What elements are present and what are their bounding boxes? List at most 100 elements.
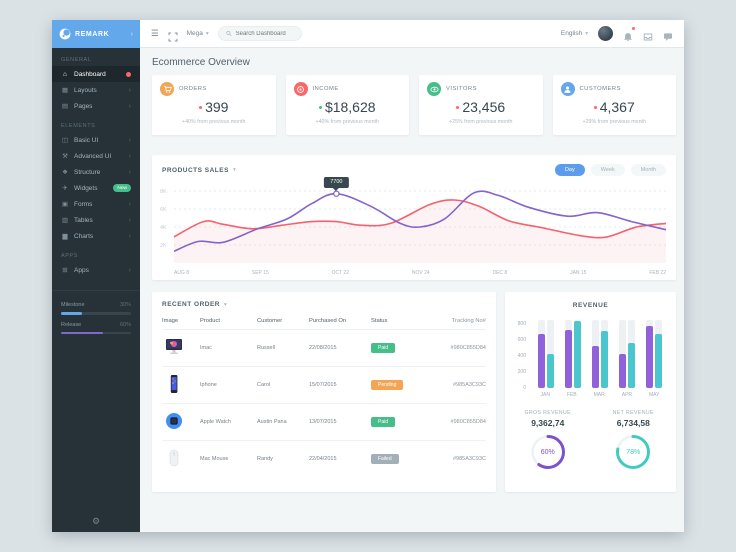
chevron-right-icon: ›: [128, 102, 131, 110]
sidebar-item-pages[interactable]: ▤ Pages ›: [52, 98, 140, 114]
stat-card-header: ORDERS: [160, 82, 268, 96]
inbox-icon[interactable]: [643, 29, 653, 40]
column-header-tracking-no-: Tracking No#: [451, 317, 486, 324]
structure-icon: ❖: [62, 169, 68, 176]
sidebar-item-apps[interactable]: ⊞ Apps ›: [52, 262, 140, 278]
chart-tooltip: 7700: [324, 176, 349, 191]
table-row[interactable]: Imac Russell 22/08/2015 Paid #980C855D84: [162, 329, 486, 366]
range-button-week[interactable]: Week: [590, 164, 625, 176]
value-dot: [456, 105, 460, 109]
summary-value: 6,734,58: [616, 418, 650, 428]
bar-gross[interactable]: [537, 333, 545, 388]
hamburger-menu-icon[interactable]: ☰: [151, 28, 159, 38]
chevron-down-icon: ▾: [585, 30, 588, 37]
cell-status: Failed: [371, 454, 421, 464]
brand-logo[interactable]: REMARK ›: [52, 20, 140, 48]
chevron-down-icon[interactable]: ▾: [224, 301, 227, 308]
x-axis-tick: OCT 22: [331, 270, 349, 276]
bar-net[interactable]: [546, 354, 554, 388]
search-box[interactable]: [217, 26, 302, 41]
products-sales-header: PRODUCTS SALES ▾ Day Week Month: [152, 155, 676, 176]
sidebar-item-forms[interactable]: ▣ Forms ›: [52, 196, 140, 212]
advanced-ui-icon: ⚒: [62, 153, 68, 160]
revenue-summary: GROS REVENUE 9,362,74 60% NET REVENUE 6,734,…: [505, 410, 676, 472]
notification-dot-badge: [126, 71, 131, 77]
stat-card-value: 399: [160, 99, 268, 115]
language-label: English: [560, 30, 583, 37]
bar-track: [646, 320, 654, 388]
sidebar-item-layouts[interactable]: ▦ Layouts ›: [52, 82, 140, 98]
user-avatar[interactable]: [598, 26, 613, 41]
sidebar-item-charts[interactable]: ▆ Charts ›: [52, 228, 140, 244]
mega-menu-dropdown[interactable]: Mega ▾: [187, 30, 209, 37]
x-axis-tick: FEB 22: [649, 270, 666, 276]
cell-purchased-on: 22/04/2015: [309, 456, 337, 462]
column-header-customer: Customer: [257, 317, 283, 324]
stat-value-text: $18,628: [324, 99, 376, 115]
cell-product: Apple Watch: [200, 419, 231, 425]
stat-card-value: 23,456: [427, 99, 535, 115]
bar-net[interactable]: [628, 343, 636, 388]
stat-card-label: INCOME: [312, 86, 339, 92]
sidebar-item-basic-ui[interactable]: ◫ Basic UI ›: [52, 132, 140, 148]
bar-gross[interactable]: [564, 329, 572, 388]
progress-track: [61, 331, 131, 334]
progress-track: [61, 312, 131, 315]
sidebar-item-dashboard[interactable]: ⌂ Dashboard: [52, 66, 140, 82]
sidebar-item-advanced-ui[interactable]: ⚒ Advanced UI ›: [52, 148, 140, 164]
stat-value-text: 399: [205, 99, 229, 115]
progress-fill: [61, 312, 82, 315]
pages-icon: ▤: [61, 103, 69, 110]
progress-row-release: Release 60%: [52, 322, 140, 328]
bar-gross[interactable]: [591, 345, 599, 388]
sidebar-item-widgets[interactable]: ✈ Widgets New: [52, 180, 140, 196]
x-axis-tick: JAN: [540, 392, 550, 398]
stat-value-text: 23,456: [462, 99, 506, 115]
fullscreen-icon[interactable]: [168, 29, 178, 41]
progress-value: 60%: [119, 321, 131, 328]
bar-gross[interactable]: [619, 353, 627, 388]
notification-badge: [630, 26, 636, 31]
notifications-bell-icon[interactable]: [623, 26, 636, 41]
status-badge: Paid: [371, 417, 396, 427]
sidebar-section-label: GENERAL: [61, 57, 92, 63]
bar-net[interactable]: [655, 334, 663, 388]
bar-track: [564, 320, 572, 388]
range-button-day[interactable]: Day: [554, 164, 585, 176]
table-row[interactable]: Apple Watch Austin Pana 13/07/2015 Paid #980…: [162, 403, 486, 440]
mega-menu-label: Mega: [186, 30, 203, 37]
bar-track: [537, 320, 545, 388]
sidebar-item-tables[interactable]: ▥ Tables ›: [52, 212, 140, 228]
sidebar-collapse-icon[interactable]: ›: [130, 30, 133, 38]
table-row[interactable]: Iphone Carol 15/07/2015 Pending #985A3C93C: [162, 366, 486, 403]
sidebar-item-label: Forms: [74, 200, 93, 208]
y-axis-tick: 400: [517, 353, 526, 359]
search-input[interactable]: [235, 30, 294, 37]
stat-card-header: INCOME: [293, 82, 402, 96]
status-badge: Failed: [371, 454, 399, 464]
summary-gros-revenue: GROS REVENUE 9,362,74 60%: [505, 410, 591, 472]
bar-net[interactable]: [573, 320, 581, 388]
chevron-down-icon[interactable]: ▾: [232, 167, 236, 173]
sidebar-item-structure[interactable]: ❖ Structure ›: [52, 164, 140, 180]
product-image-iphone: [162, 374, 200, 396]
value-dot: [199, 105, 203, 109]
stat-card-delta: +25% from previous month: [449, 119, 513, 125]
brand-logo-icon: [59, 28, 71, 40]
bar-track: [573, 320, 581, 388]
apps-icon: ⊞: [62, 267, 68, 274]
summary-net-revenue: NET REVENUE 6,734,58 78%: [591, 410, 677, 472]
sidebar-item-label: Dashboard: [74, 70, 106, 78]
bar-group-apr: [619, 320, 636, 388]
messages-chat-icon[interactable]: [663, 29, 673, 41]
table-row[interactable]: Mac Mouse Randy 22/04/2015 Failed #985A3C93C: [162, 440, 486, 477]
bar-net[interactable]: [600, 331, 608, 388]
settings-gear-icon[interactable]: ⚙: [91, 516, 101, 526]
range-button-month[interactable]: Month: [630, 164, 666, 176]
sidebar: REMARK › GENERAL ⌂ Dashboard ▦ Layouts › ▤ Page…: [52, 20, 140, 532]
y-axis-tick: 200: [517, 369, 526, 375]
bar-gross[interactable]: [646, 325, 654, 388]
sidebar-item-label: Apps: [74, 266, 89, 274]
ring-icon: [293, 82, 308, 96]
language-dropdown[interactable]: English ▾: [561, 30, 588, 37]
